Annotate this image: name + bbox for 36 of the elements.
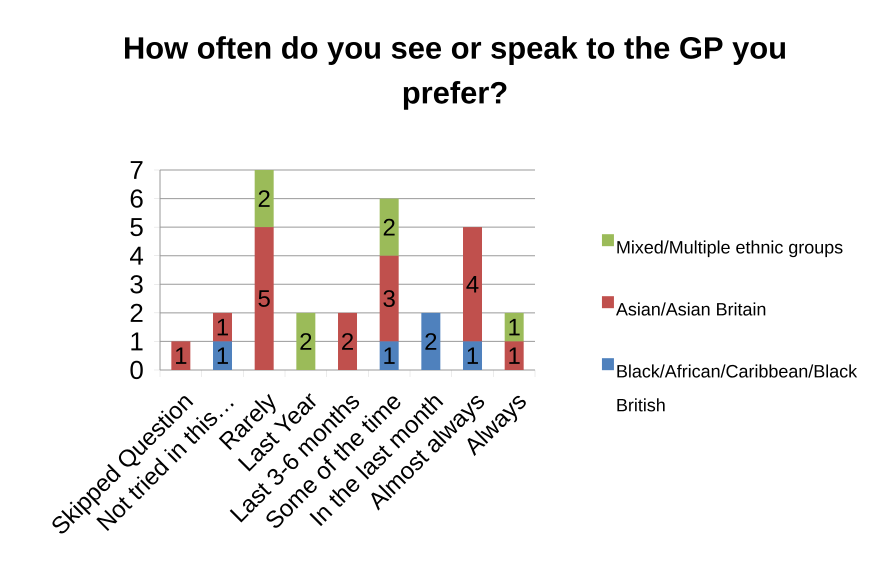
data-label: 1 [509,318,520,336]
y-tick-label: 7 [130,161,143,179]
legend-label: Black/African/Caribbean/Black British [617,364,858,412]
data-label: 3 [383,290,395,308]
data-label: 1 [384,347,395,364]
data-label: 4 [466,276,478,292]
data-label: 2 [342,333,353,350]
data-label: 2 [384,218,395,236]
data-label: 1 [218,347,228,364]
data-label: 2 [300,333,312,350]
y-tick-label: 6 [130,189,143,208]
y-tick-label: 1 [131,332,143,350]
bar [380,256,399,342]
legend-label: Asian/Asian Britain [616,302,766,316]
bar [380,198,399,256]
bar [254,227,274,370]
bar [421,312,440,370]
legend-label: Mixed/Multiple ethnic groups [617,240,843,258]
data-label: 1 [509,347,520,364]
data-label: 1 [218,318,228,336]
bar [463,227,482,342]
data-label: 1 [176,347,186,364]
y-tick-label: 0 [130,360,143,380]
y-tick-label: 4 [130,246,144,265]
y-tick-label: 2 [130,304,143,322]
y-tick-label: 5 [130,218,143,236]
bar [338,312,358,370]
y-tick-label: 3 [130,275,143,294]
bar [296,312,316,370]
bar [504,341,524,370]
data-label: 1 [468,347,478,364]
bar [254,170,274,228]
data-label: 2 [258,190,270,207]
data-label: 5 [258,290,270,307]
data-label: 2 [425,333,436,350]
chart-title: How often do you see or speak to the GP you prefer? [125,36,786,110]
